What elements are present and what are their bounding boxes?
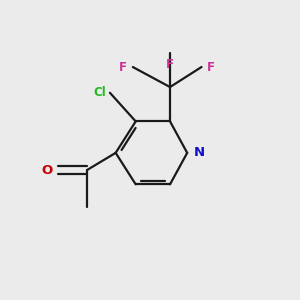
Text: F: F — [166, 58, 174, 71]
Text: F: F — [119, 61, 127, 74]
Text: F: F — [207, 61, 215, 74]
Text: O: O — [41, 164, 52, 176]
Text: Cl: Cl — [93, 86, 106, 99]
Text: N: N — [194, 146, 205, 159]
